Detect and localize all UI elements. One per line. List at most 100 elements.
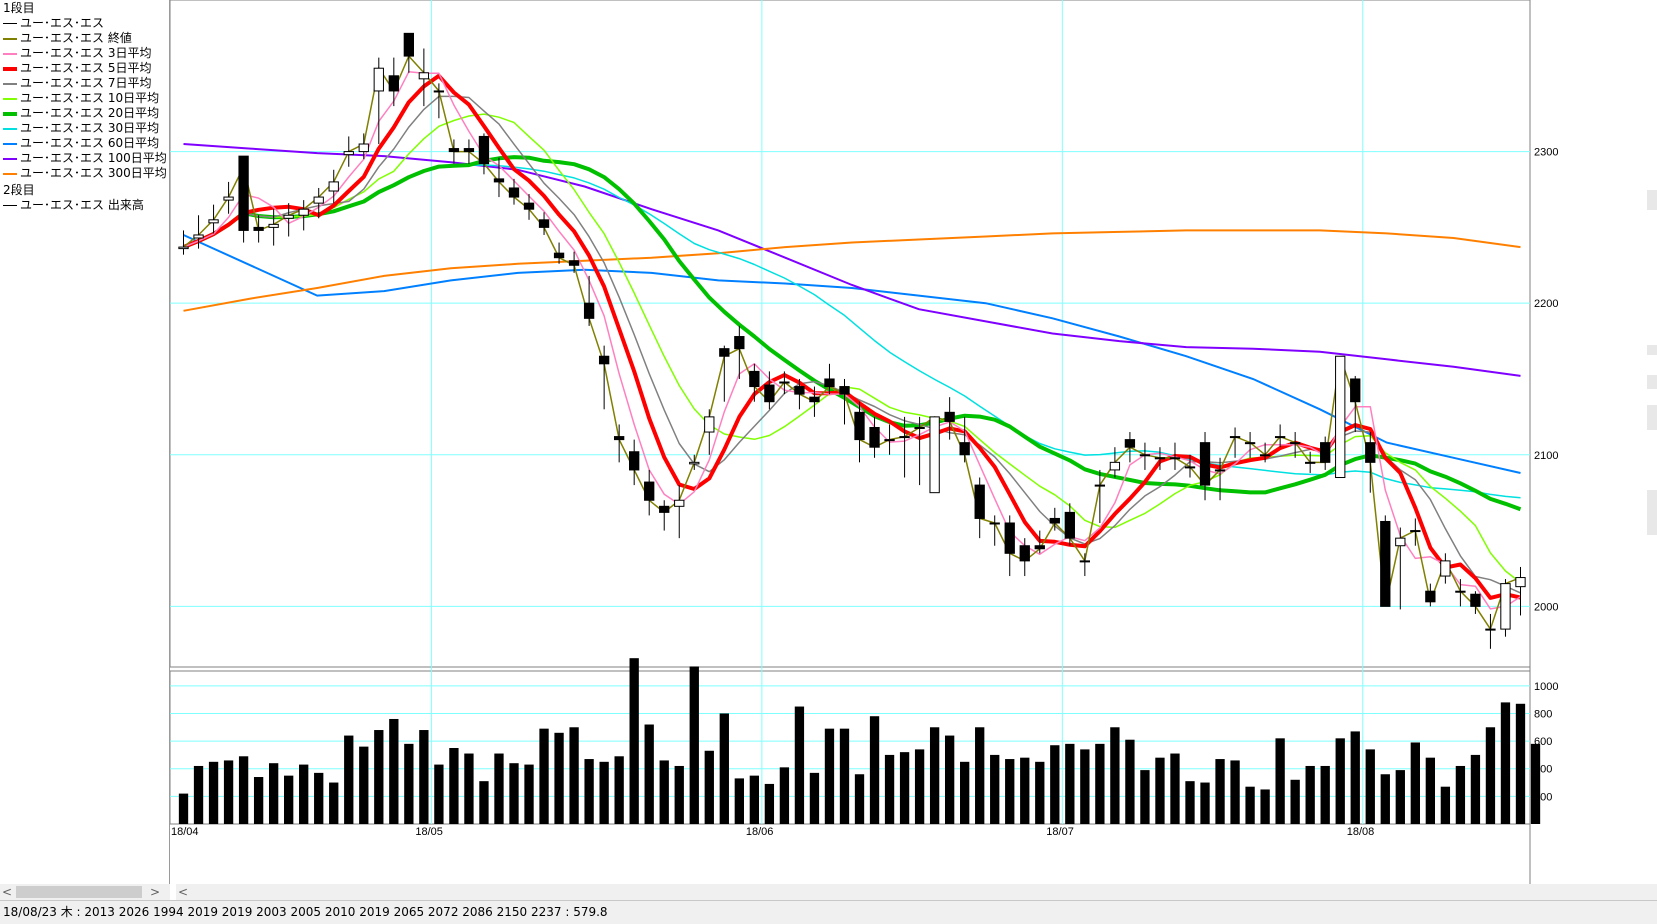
volume-bar [854,774,865,824]
candle-body [1500,583,1511,630]
legend-label-6: ユー･エス･エス 20日平均 [20,106,160,120]
legend-item-5[interactable]: ユー･エス･エス 10日平均 [3,90,159,106]
volume-bar [329,782,339,824]
candle [989,515,1000,546]
volume-bar [1365,749,1375,824]
candle-body [1515,577,1526,588]
legend-swatch-volume [3,205,17,206]
volume-bar [1395,770,1405,824]
legend-item-3[interactable]: ユー･エス･エス 5日平均 [3,60,151,76]
volume-bar [734,778,744,824]
candle-body [373,67,384,92]
candle-body [674,499,685,507]
legend-item-8[interactable]: ユー･エス･エス 60日平均 [3,135,159,151]
candle [478,133,490,175]
candle-body [1365,442,1376,463]
volume-bar [1140,770,1150,824]
volume-bar [1455,765,1466,824]
volume-bar [1260,789,1270,824]
volume-bar [794,706,805,824]
candle [1425,583,1436,607]
volume-bar [929,727,940,824]
volume-tick-label: 800 [1534,708,1552,720]
chart-scroll-left-arrow[interactable]: < [177,885,189,899]
candle-body [523,202,535,210]
volume-tick-label: 1000 [1534,681,1558,693]
candle [1455,579,1466,607]
candle [253,215,264,243]
ma20-line [182,155,1522,512]
volume-bar [1335,738,1345,824]
legend-section2-title: 2段目 [3,183,35,197]
candle-body [1034,545,1045,550]
candle-body [283,214,294,219]
candle [809,386,820,417]
volume-bar [1170,753,1180,824]
legend-item-7[interactable]: ユー･エス･エス 30日平均 [3,120,159,136]
legend-item-1[interactable]: ユー･エス･エス 終値 [3,30,132,46]
candle-body [268,223,279,228]
candle-body [1350,378,1361,403]
volume-bar [223,760,234,824]
candle [613,424,625,463]
legend-item-2[interactable]: ユー･エス･エス 3日平均 [3,45,151,61]
candle [929,416,940,494]
candle-body [1410,530,1421,533]
legend-item-volume[interactable]: ユー･エス･エス 出来高 [3,197,144,213]
candle [1079,553,1091,577]
volume-bar [464,753,474,824]
price-tick-label: 2100 [1534,450,1558,462]
scroll-right-arrow[interactable]: > [149,885,161,899]
candle-body [644,481,655,501]
candle [1395,527,1406,610]
volume-bar [253,777,264,824]
candle-body [1214,469,1226,472]
scroll-left-arrow[interactable]: < [1,885,13,899]
volume-bar [914,749,925,824]
candle [914,416,925,486]
volume-bar [1080,749,1090,824]
volume-bar [764,783,775,824]
legend-item-6[interactable]: ユー･エス･エス 20日平均 [3,105,159,121]
legend-item-4[interactable]: ユー･エス･エス 7日平均 [3,75,151,91]
legend-item-0[interactable]: ユー･エス･エス [3,15,104,31]
candle [523,194,535,220]
candle-body [538,219,550,228]
candle [583,275,595,326]
legend-panel: 1段目 ユー･エス･エス ユー･エス･エス 終値 ユー･エス･エス 3日平均 ユー･エ… [0,0,170,888]
candle-body [719,348,730,357]
volume-bar [1020,757,1030,824]
candle [629,439,640,486]
volume-bar [629,658,639,824]
candle-body [749,370,760,388]
candle-body [208,219,219,224]
volume-bar [809,772,820,824]
candle [659,500,670,531]
candle-body [253,226,264,231]
candle-body [1049,517,1060,524]
candle [1380,515,1391,607]
legend-scrollbar[interactable]: < > [0,884,170,900]
legend-swatch-0 [3,23,17,24]
candle [854,401,865,463]
volume-bar [1485,727,1496,824]
volume-bar [975,727,985,824]
volume-bar [1110,727,1120,824]
candle [1244,432,1256,458]
candle [1440,553,1451,584]
legend-item-9[interactable]: ユー･エス･エス 100日平均 [3,150,167,166]
chart-scrollbar[interactable]: < [176,884,1657,900]
volume-bar [359,746,369,824]
legend-section1-title: 1段目 [3,1,35,15]
legend-scroll-thumb[interactable] [16,886,142,898]
candle [884,424,895,455]
volume-bar [1200,782,1210,824]
volume-bar [1470,754,1481,824]
legend-swatch-10 [3,172,17,175]
candle [1305,451,1316,473]
legend-item-10[interactable]: ユー･エス･エス 300日平均 [3,165,167,181]
volume-bar [659,760,669,824]
volume-bar [374,730,384,824]
volume-bar [689,666,699,824]
